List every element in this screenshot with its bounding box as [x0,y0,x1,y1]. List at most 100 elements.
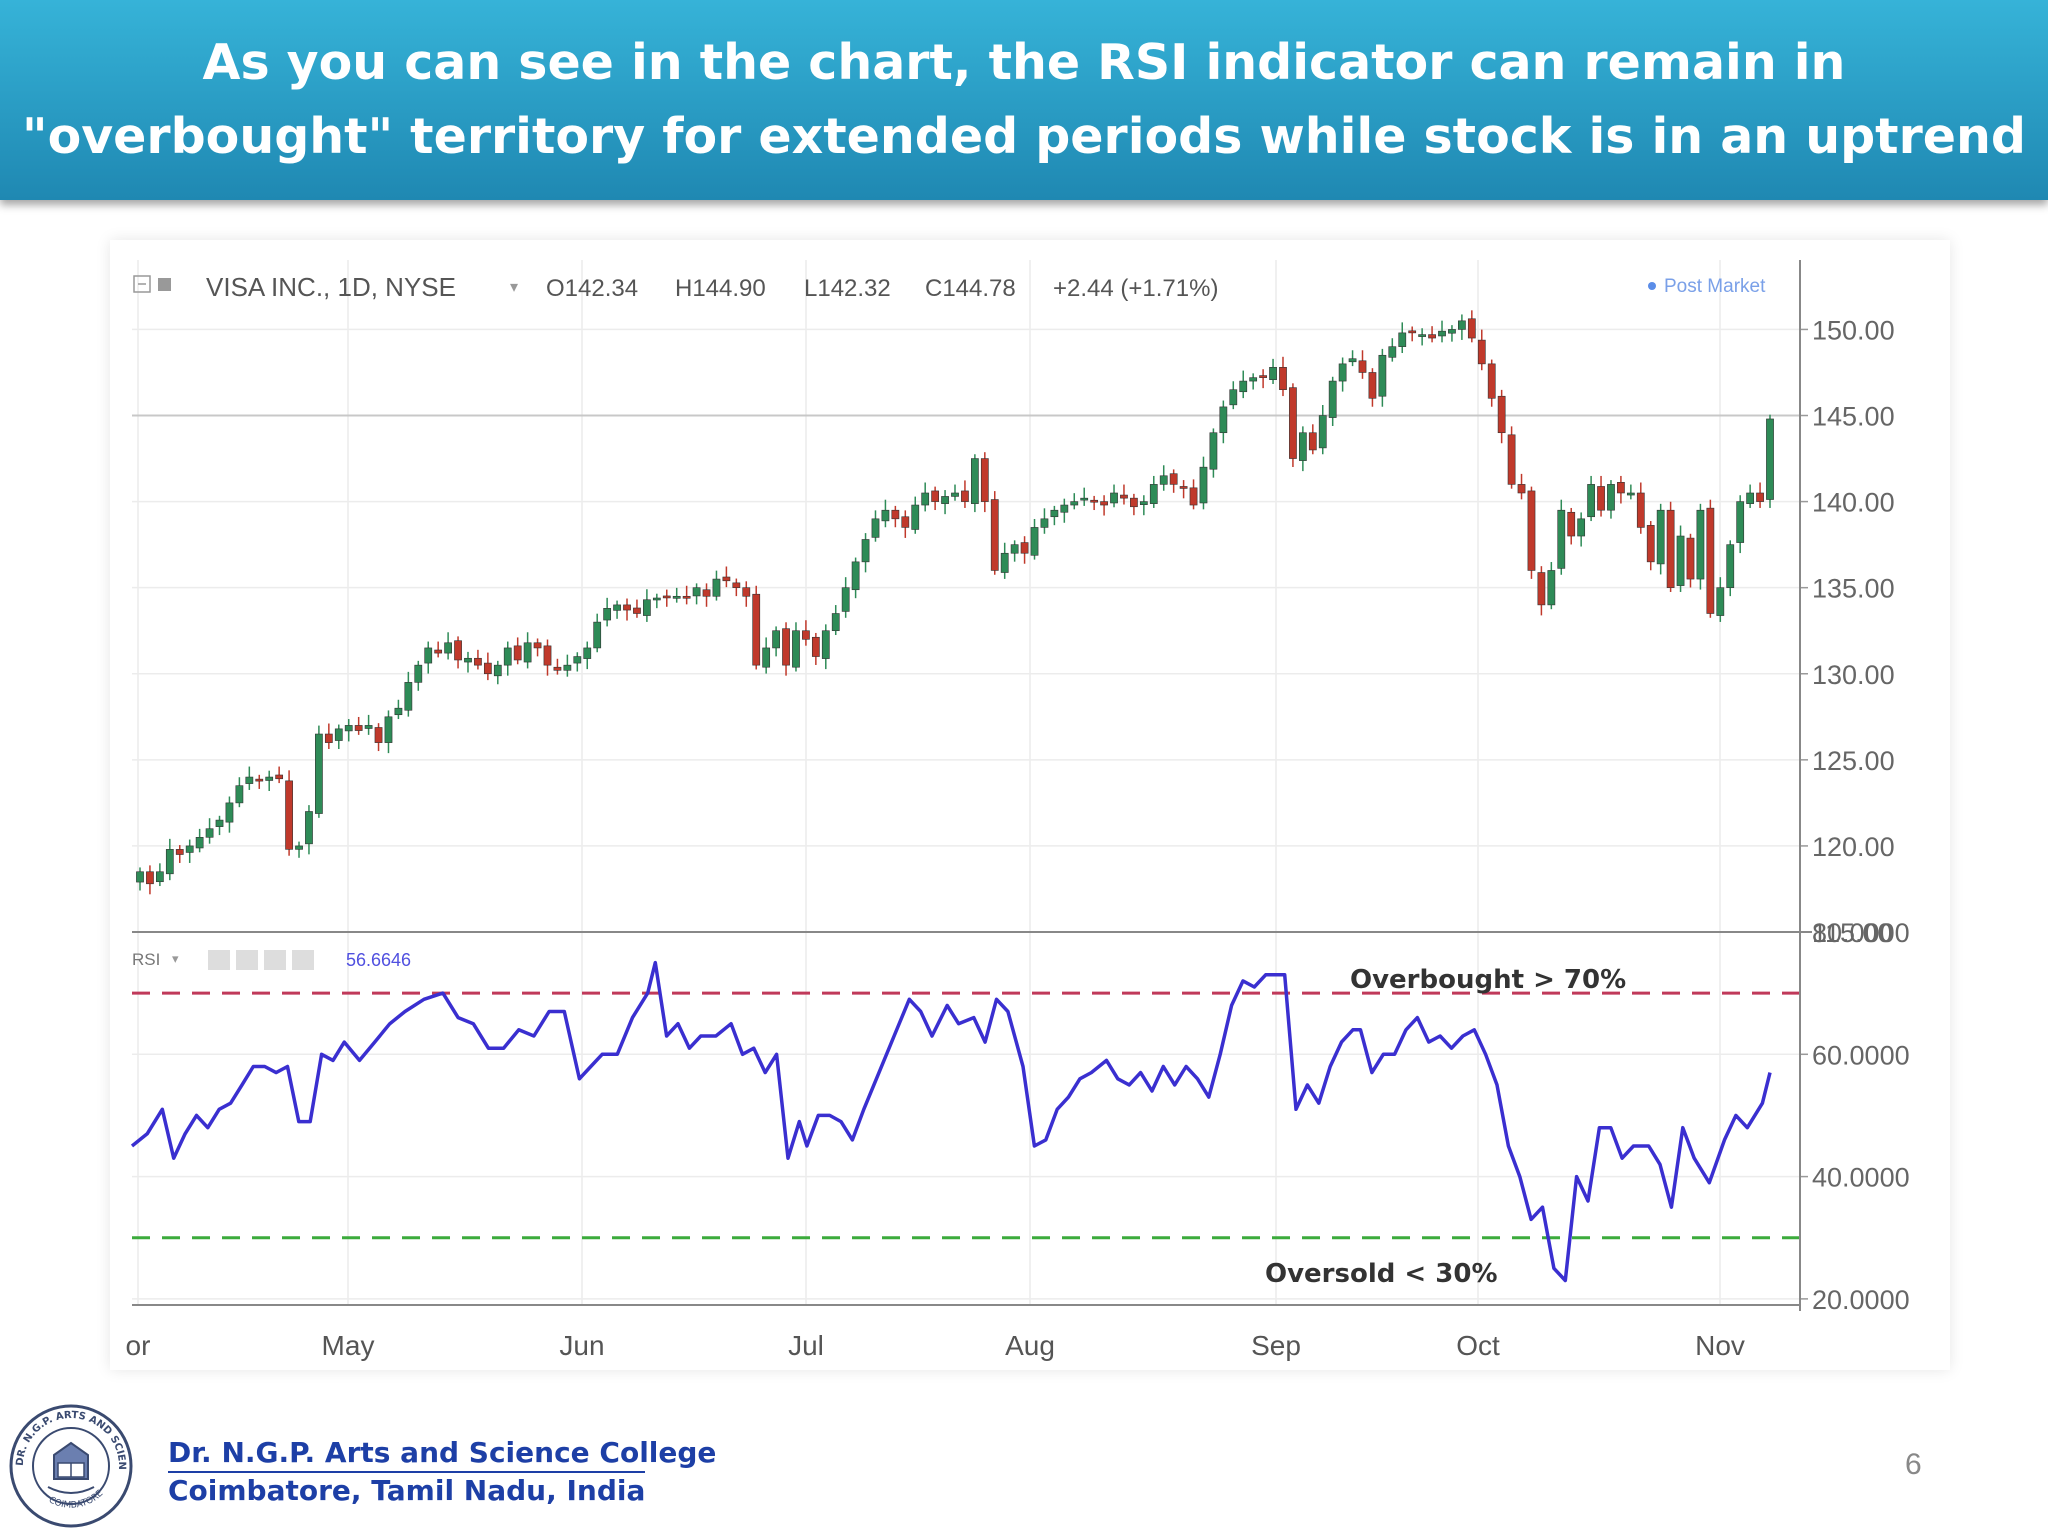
slide-title-line-2: "overbought" territory for extended peri… [22,108,2026,165]
rsi-tick-label: 60.0000 [1812,1040,1910,1070]
candle-body [811,636,820,657]
candle-body [185,845,194,853]
x-tick-label: Oct [1456,1330,1500,1361]
candle-body [1100,501,1108,506]
candle-body [1030,527,1039,556]
candle-body [1626,492,1635,496]
symbol-dropdown-icon[interactable]: ▾ [510,279,518,296]
candle-body [424,647,433,664]
ohlc-low: L142.32 [804,275,891,302]
candle-body [583,647,592,659]
candle-body [851,561,860,591]
candle-body [136,871,144,883]
ohlc-high: H144.90 [675,275,766,302]
candle-body [454,640,462,661]
rsi-visibility-icon[interactable] [236,950,258,970]
candle-body [1189,487,1198,506]
x-tick-label: Jun [559,1330,604,1361]
candle-body [841,587,850,612]
candle-body [1756,492,1764,502]
candle-body [1130,497,1138,508]
candle-body [1368,372,1377,399]
candle-body [1607,484,1615,511]
candle-body [1229,389,1238,406]
candle-body [444,642,452,654]
symbol-label: VISA INC., 1D, NYSE [206,272,456,302]
candle-body [1448,329,1456,334]
x-tick-label: Sep [1251,1330,1301,1361]
candle-body [1686,537,1695,580]
candle-body [1567,511,1576,537]
candle-body [1408,330,1417,334]
price-tick-label: 135.00 [1812,574,1895,604]
price-tick-label: 140.00 [1812,488,1895,518]
candle-body [225,802,234,823]
candle-body [782,628,790,666]
candle-body [1080,497,1089,501]
candle-body [275,774,284,780]
candle-body [990,499,999,571]
x-tick-label: Aug [1005,1330,1055,1361]
candle-body [652,597,661,601]
collapse-icon[interactable] [133,275,151,293]
chart-header: VISA INC., 1D, NYSE ▾ O142.34 H144.90 L1… [133,272,1766,302]
candle-body [195,837,204,849]
post-market-label: Post Market [1664,276,1766,297]
candle-body [354,725,363,731]
candle-body [1169,473,1178,485]
candle-body [315,733,323,814]
candle-body [215,819,224,827]
candle-body [1199,466,1208,504]
rsi-remove-icon[interactable] [292,950,314,970]
candle-body [1338,363,1347,382]
candle-body [643,599,651,616]
candle-body [1000,552,1009,573]
candle-body [1577,518,1586,537]
candle-body [1438,330,1446,337]
candle-body [1636,492,1645,528]
oversold-label: Oversold < 30% [1265,1259,1498,1289]
candle-body [861,539,870,563]
price-tick-label: 120.00 [1812,832,1895,862]
candle-body [941,496,949,504]
candle-body [295,845,303,850]
candle-body [1597,486,1605,511]
candle-body [384,716,393,743]
candle-body [344,725,353,732]
candle-body [1716,587,1725,616]
candle-body [245,776,254,784]
x-tick-label: May [322,1330,375,1361]
candle-body [1139,501,1148,505]
candle-body [1308,432,1317,451]
candle-body [951,492,959,497]
stock-chart: or May Jun Jul Aug Sep Oct Nov 150.00 145.00 140.0… [126,260,1910,1361]
candle-body [285,780,293,850]
candle-body [1328,380,1337,418]
candle-body [603,608,612,621]
candle-body [255,778,264,782]
rsi-settings-icon[interactable] [208,950,230,970]
candle-body [573,656,582,664]
candle-body [464,657,472,663]
candle-body [772,630,780,649]
candle-body [732,582,741,588]
candle-body [1746,492,1755,504]
candle-body [692,587,701,597]
candle-body [633,607,641,614]
overbought-label: Overbought > 70% [1350,965,1626,995]
candle-body [1547,570,1556,606]
chart-frame: or May Jun Jul Aug Sep Oct Nov 150.00 145.00 140.0… [110,240,1950,1370]
price-change: +2.44 (+1.71%) [1053,275,1218,302]
candle-body [901,516,910,528]
candle-body [1428,334,1436,339]
candle-body [921,492,930,506]
candle-body [1497,395,1506,434]
candle-body [1159,475,1168,485]
rsi-format-icon[interactable] [264,950,286,970]
rsi-dropdown-icon[interactable]: ▾ [172,951,179,966]
candlestick-series [136,310,1774,895]
candle-body [712,578,721,597]
candle-body [364,725,373,729]
candle-body [1209,432,1218,470]
candle-body [802,630,810,640]
